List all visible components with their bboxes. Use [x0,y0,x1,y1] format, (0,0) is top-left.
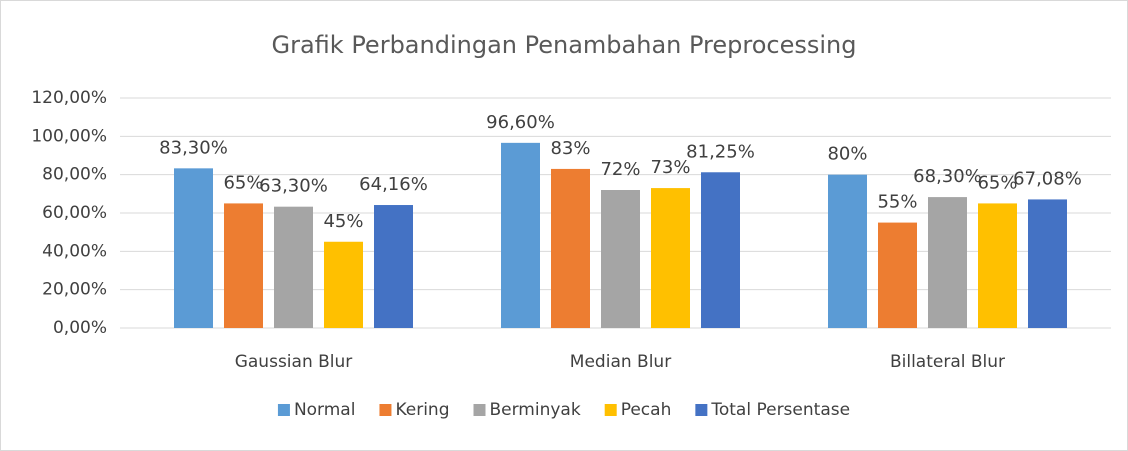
x-tick-label: Billateral Blur [890,352,1005,372]
legend-swatch [695,404,708,416]
legend-label: Total Persentase [710,400,850,420]
legend-swatch [604,404,617,416]
legend-swatch [379,404,392,416]
value-label: 72% [600,159,640,180]
value-label: 67,08% [1013,168,1082,189]
x-tick-label: Gaussian Blur [235,352,353,372]
value-label: 83% [550,138,590,159]
value-label: 68,30% [913,166,982,187]
value-label: 65% [223,172,263,193]
bar [551,168,590,328]
value-label: 83,30% [159,137,228,158]
y-tick-label: 120,00% [31,88,107,108]
y-tick-label: 40,00% [42,241,107,261]
bar [928,197,967,328]
bar [324,241,363,328]
legend-label: Berminyak [490,400,581,420]
bar [828,174,867,328]
bar [651,188,690,328]
bar [978,203,1017,328]
value-label: 80% [827,144,867,165]
value-label: 45% [323,211,363,232]
x-tick-label: Median Blur [570,352,671,372]
legend-swatch [277,404,290,416]
y-tick-label: 0,00% [53,318,107,338]
y-tick-label: 80,00% [42,165,107,185]
value-label: 65% [977,172,1017,193]
bar [1028,199,1067,328]
bar [274,206,313,328]
value-label: 96,60% [486,112,555,133]
legend-label: Normal [294,400,356,420]
bar [374,205,413,328]
value-label: 63,30% [259,176,328,197]
bar [878,222,917,328]
legend-swatch [473,404,486,416]
legend-label: Pecah [621,400,672,420]
value-label: 55% [877,192,917,213]
value-label: 73% [650,157,690,178]
bar [701,172,740,328]
bar [224,203,263,328]
bar [501,142,540,328]
y-tick-label: 60,00% [42,203,107,223]
y-tick-label: 20,00% [42,280,107,300]
value-label: 64,16% [359,174,428,195]
bar [601,190,640,328]
chart-title: Grafik Perbandingan Penambahan Preproces… [272,31,857,59]
y-tick-label: 100,00% [31,126,107,146]
bar [174,168,213,328]
value-label: 81,25% [686,141,755,162]
legend-label: Kering [395,400,449,420]
